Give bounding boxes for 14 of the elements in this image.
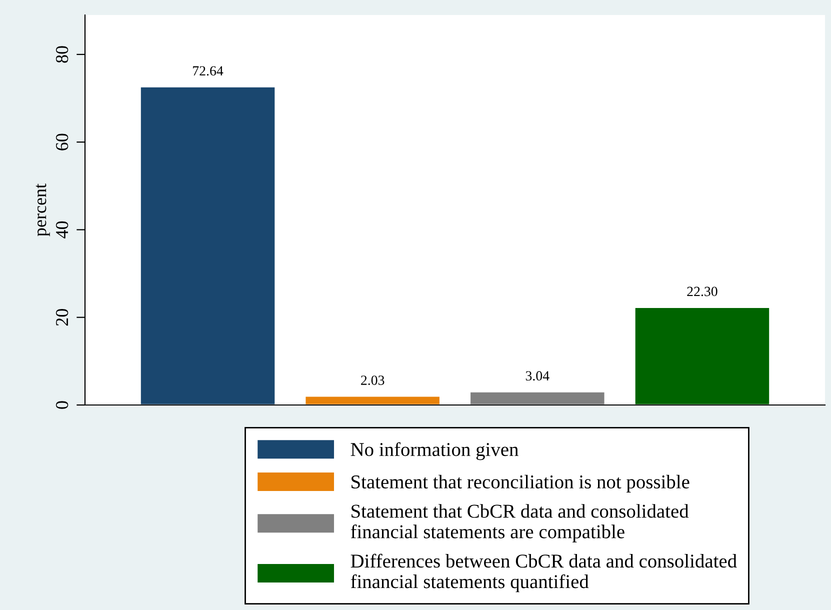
- legend-label: Statement that reconciliation is not possible: [352, 474, 690, 492]
- y-tick-label: 80: [56, 46, 68, 63]
- y-tick-label: 0: [56, 401, 68, 409]
- data-label: 72.64: [193, 66, 224, 76]
- data-label: 3.04: [526, 371, 550, 381]
- legend-label: No information given: [350, 442, 518, 460]
- y-tick-label: 60: [56, 134, 68, 150]
- y-tick-label: 40: [56, 221, 68, 238]
- legend-label: Differences between CbCR data and consolidated financial statements quantified: [350, 554, 737, 592]
- data-label: 2.03: [361, 376, 384, 386]
- y-tick-label: 20: [56, 309, 68, 326]
- y-axis-title: percent: [36, 184, 50, 236]
- legend-label: Statement that CbCR data and consolidated financial statements are compatible: [350, 504, 689, 542]
- data-label: 22.30: [687, 286, 718, 296]
